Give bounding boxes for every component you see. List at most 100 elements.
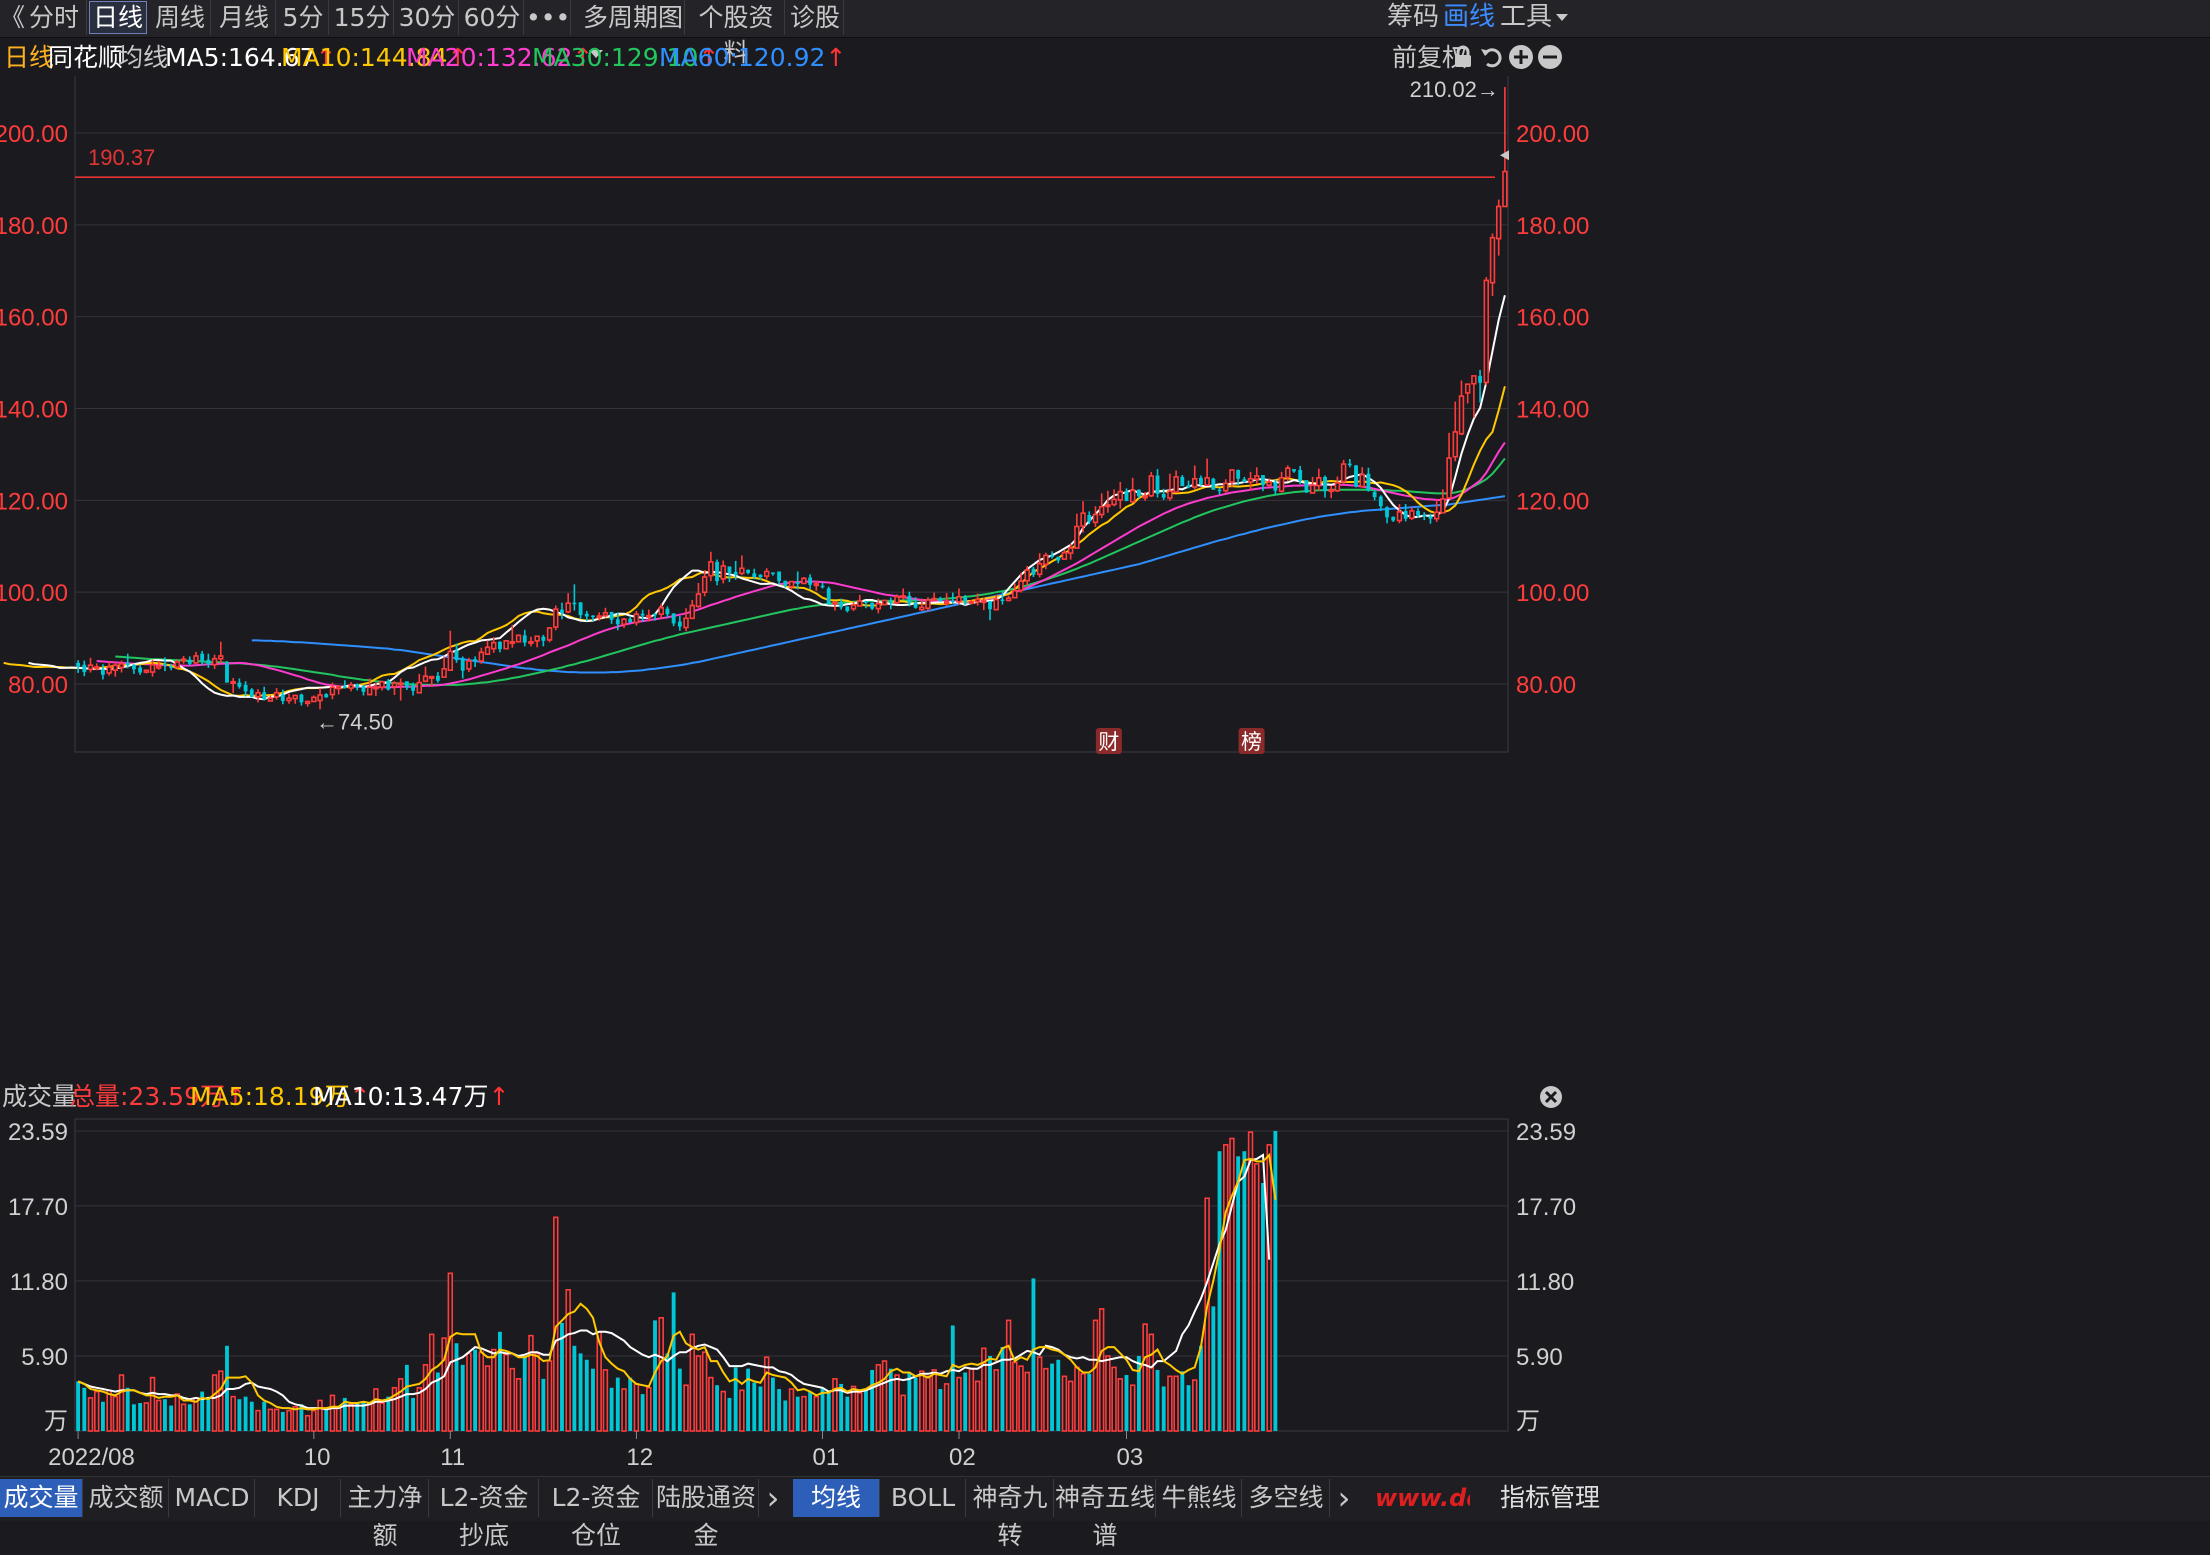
tab-5min[interactable]: 5分 (278, 0, 329, 35)
diagnose-button[interactable]: 诊股 (787, 0, 844, 35)
lock-icon[interactable] (1450, 44, 1476, 70)
candle-body (317, 694, 323, 702)
chips-button[interactable]: 筹码 (1387, 2, 1440, 32)
candle-body (1087, 515, 1092, 522)
event-badge (1095, 728, 1122, 754)
volume-bar (1080, 1372, 1086, 1432)
candle-body (1124, 491, 1129, 501)
reference-line-label: 190.37 (88, 145, 155, 170)
more-left-icon[interactable]: › (766, 1479, 780, 1517)
volume-bar (701, 1351, 708, 1432)
y-tick-right: 140.00 (1516, 397, 1589, 424)
volume-bar (628, 1377, 633, 1431)
tools-dropdown[interactable]: 工具 (1500, 0, 1569, 35)
tab-30min[interactable]: 30分 (396, 0, 459, 35)
candle-body (695, 593, 702, 608)
tab-monthly[interactable]: 月线 (213, 0, 276, 35)
volume-bar (138, 1403, 143, 1431)
candle-body (628, 618, 633, 623)
volume-bar (820, 1387, 825, 1431)
y-tick-left: 140.00 (0, 397, 68, 424)
tab-magic-five[interactable]: 神奇五线谱 (1055, 1479, 1156, 1550)
candle-body (572, 602, 577, 605)
more-periods-button[interactable]: ••• (526, 0, 571, 35)
volume-bar (1266, 1144, 1272, 1432)
candlestick-chart[interactable]: 80.00 80.00 100.00 100.00 120.00 120.00 140.00… (0, 76, 2210, 1076)
candle-body (528, 640, 534, 645)
volume-tick-right: 5.90 (1516, 1344, 1563, 1371)
draw-line-button[interactable]: 画线 (1443, 2, 1496, 32)
tab-macd[interactable]: MACD (170, 1479, 255, 1517)
volume-bar (1111, 1366, 1117, 1432)
price-adjust-dropdown[interactable]: 前复权 (1392, 43, 1468, 72)
candle-body (881, 599, 888, 606)
volume-bar (311, 1409, 317, 1432)
volume-bar (1005, 1319, 1012, 1432)
candle-body (981, 600, 987, 604)
zoom-in-icon[interactable] (1508, 44, 1534, 70)
zoom-out-icon[interactable] (1537, 44, 1563, 70)
close-panel-icon[interactable] (1538, 1084, 1564, 1110)
chart-annotations: 190.37 210.02→ ←74.50 财 榜 (75, 77, 1509, 754)
tab-magic-nine[interactable]: 神奇九转 (967, 1479, 1054, 1550)
volume-bar (273, 1408, 280, 1432)
tab-l2-bottom[interactable]: L2-资金抄底 (430, 1479, 539, 1550)
candle-body (411, 685, 416, 691)
tab-northbound[interactable]: 陆股通资金 (654, 1479, 759, 1550)
tab-weekly[interactable]: 周线 (150, 0, 211, 35)
volume-bar (473, 1349, 478, 1431)
undo-icon[interactable] (1479, 44, 1505, 70)
tab-volume[interactable]: 成交量 (0, 1479, 83, 1517)
multi-period-dropdown[interactable]: 多周期图 (573, 0, 685, 58)
candle-body (1031, 568, 1036, 575)
indicator-manage-button[interactable]: 指标管理 (1500, 1483, 1601, 1512)
volume-bar (206, 1399, 211, 1431)
volume-bar (454, 1343, 459, 1431)
candle-body (1105, 504, 1111, 508)
candle-body (795, 582, 800, 584)
candle-body (503, 640, 509, 650)
tab-main-net[interactable]: 主力净额 (342, 1479, 429, 1550)
candle-body (701, 576, 708, 593)
volume-bar (1155, 1369, 1160, 1431)
candle-body (584, 613, 589, 617)
more-right-icon[interactable]: › (1337, 1479, 1351, 1517)
candle-body (473, 659, 478, 662)
tab-ma[interactable]: 均线 (793, 1479, 880, 1517)
volume-chart[interactable]: 5.90 5.90 11.80 11.80 17.70 17.70 23.59 23.59 万 万… (0, 1115, 2210, 1485)
y-tick-right: 100.00 (1516, 580, 1589, 607)
stock-profile-button[interactable]: 个股资料 (688, 0, 785, 67)
volume-bar (665, 1353, 670, 1431)
tab-intraday[interactable]: 分时 (22, 0, 87, 35)
volume-bar (1018, 1365, 1024, 1432)
candle-body (1012, 589, 1018, 599)
volume-bar (1217, 1151, 1222, 1431)
tools-label: 工具 (1500, 2, 1553, 32)
tab-15min[interactable]: 15分 (331, 0, 394, 35)
volume-bar (1186, 1385, 1191, 1431)
candle-body (720, 565, 726, 580)
tab-bull-bear[interactable]: 牛熊线 (1157, 1479, 1242, 1517)
candle-body (850, 604, 857, 610)
volume-bar (541, 1378, 546, 1431)
volume-bar (813, 1395, 820, 1432)
tab-l2-position[interactable]: L2-资金仓位 (540, 1479, 653, 1550)
tab-turnover[interactable]: 成交额 (84, 1479, 169, 1517)
tab-boll[interactable]: BOLL (881, 1479, 966, 1517)
candle-body (839, 602, 844, 608)
tab-60min[interactable]: 60分 (461, 0, 524, 35)
back-button[interactable]: 《 (0, 3, 26, 32)
volume-ma5: MA5:18.19万↑ (190, 1082, 371, 1111)
y-tick-right: 80.00 (1516, 672, 1576, 699)
ma-indicator-label[interactable]: 均线 (118, 43, 169, 72)
ma10-value: MA10:144.84↑ (281, 43, 469, 72)
candle-body (665, 608, 670, 615)
candle-body (441, 668, 447, 678)
candle-body (1050, 555, 1054, 557)
candle-body (498, 641, 502, 650)
volume-tick-left: 11.80 (10, 1269, 68, 1296)
tab-kdj[interactable]: KDJ (256, 1479, 341, 1517)
volume-bar (361, 1401, 366, 1431)
tab-long-short[interactable]: 多空线 (1243, 1479, 1330, 1517)
tab-daily[interactable]: 日线 (89, 1, 147, 34)
